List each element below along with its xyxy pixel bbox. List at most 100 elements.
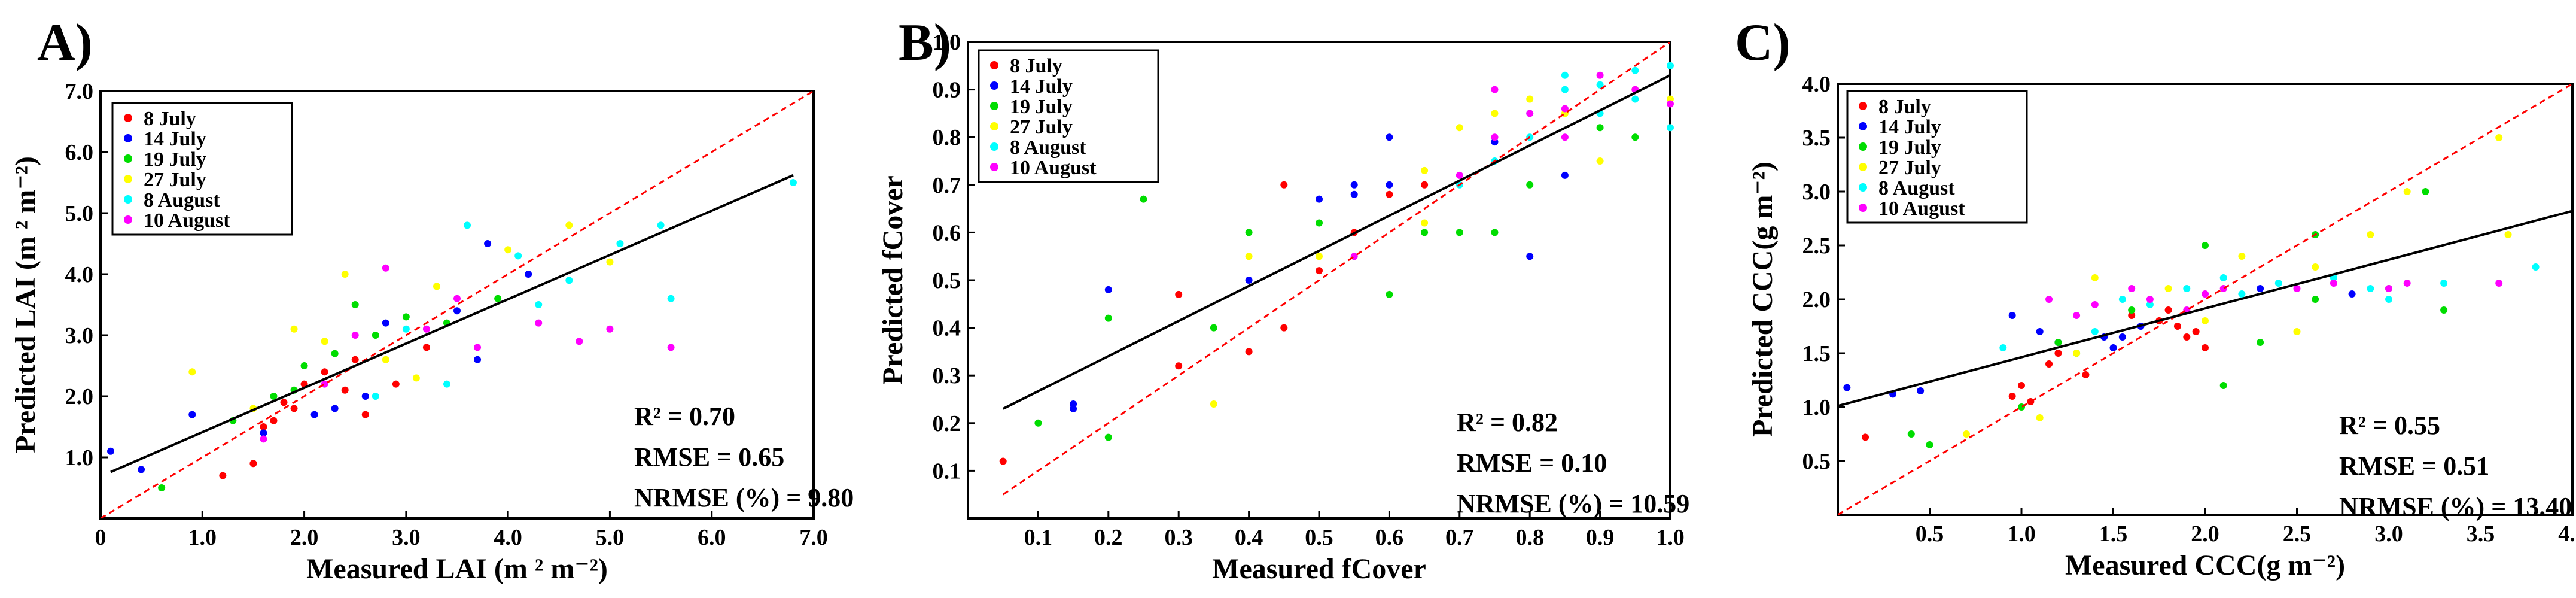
data-point-14-july <box>484 240 492 247</box>
legend-marker <box>990 163 998 171</box>
y-axis-label: Predicted LAI (m ² m⁻²) <box>10 156 41 453</box>
data-point-8-july <box>2018 382 2025 389</box>
data-point-19-july <box>1386 290 1393 298</box>
data-point-19-july <box>1140 195 1147 203</box>
data-point-8-august <box>789 179 797 186</box>
data-point-10-august <box>535 319 543 327</box>
data-point-10-august <box>474 344 482 351</box>
legend-marker <box>1859 142 1867 151</box>
data-point-8-august <box>2091 328 2099 335</box>
data-point-14-july <box>1245 277 1253 284</box>
data-point-27-july <box>1491 110 1499 117</box>
y-tick-label: 3.0 <box>65 323 94 348</box>
data-point-19-july <box>1034 419 1042 427</box>
data-point-27-july <box>1316 253 1323 260</box>
stat-text: NRMSE (%) = 13.40 <box>2339 492 2572 521</box>
legend-entry: 10 August <box>1878 198 1965 220</box>
legend-entry: 8 August <box>1878 177 1955 199</box>
stat-text: NRMSE (%) = 9.80 <box>634 483 854 512</box>
data-point-19-july <box>158 484 166 491</box>
y-tick-label: 1.0 <box>933 30 961 55</box>
data-point-8-august <box>1561 86 1569 93</box>
data-point-8-august <box>667 295 675 302</box>
data-point-14-july <box>1104 286 1112 293</box>
data-point-8-july <box>2045 360 2053 368</box>
data-point-10-august <box>2091 301 2099 308</box>
legend-entry: 8 August <box>1010 136 1086 159</box>
x-tick-label: 1.0 <box>2007 521 2036 547</box>
y-tick-label: 0.5 <box>1802 449 1831 474</box>
data-point-19-july <box>1104 314 1112 322</box>
stat-text: R² = 0.82 <box>1457 408 1558 437</box>
legend-marker <box>124 114 132 122</box>
legend-marker <box>124 215 132 224</box>
data-point-10-august <box>1596 71 1604 79</box>
data-point-14-july <box>361 393 369 400</box>
y-tick-label: 6.0 <box>65 140 94 165</box>
x-tick-label: 0.5 <box>1916 521 1944 547</box>
legend-marker <box>124 195 132 204</box>
data-point-8-july <box>422 344 430 351</box>
x-tick-label: 0.3 <box>1164 525 1193 550</box>
data-point-14-july <box>260 429 267 437</box>
legend-marker <box>990 61 998 69</box>
data-point-8-july <box>392 380 400 388</box>
x-tick-label: 3.0 <box>2374 521 2403 547</box>
stat-text: RMSE = 0.65 <box>634 442 784 472</box>
legend-entry: 27 July <box>1010 116 1073 138</box>
data-point-8-august <box>565 277 573 284</box>
data-point-8-july <box>2183 333 2191 341</box>
data-point-14-july <box>2348 290 2356 298</box>
data-point-19-july <box>2054 339 2062 346</box>
x-tick-label: 3.0 <box>392 525 421 550</box>
data-point-27-july <box>1245 253 1253 260</box>
legend-entry: 14 July <box>144 128 206 150</box>
plot-frame <box>99 90 815 520</box>
data-point-8-july <box>351 356 359 363</box>
data-point-8-august <box>2146 301 2154 308</box>
data-point-10-august <box>453 295 461 302</box>
data-point-19-july <box>270 393 278 400</box>
legend-entry: 14 July <box>1878 116 1941 138</box>
data-point-27-july <box>1596 157 1604 165</box>
legend-marker <box>1859 163 1867 171</box>
data-point-8-august <box>1631 95 1639 103</box>
data-point-8-august <box>2183 285 2191 292</box>
data-point-8-august <box>1667 124 1674 132</box>
x-axis-label: Measured fCover <box>1212 553 1426 585</box>
data-point-8-july <box>219 472 227 479</box>
legend-entry: 27 July <box>144 169 206 191</box>
legend-marker <box>124 154 132 163</box>
data-point-8-july <box>999 457 1007 465</box>
data-point-14-july <box>1561 171 1569 179</box>
y-tick-label: 7.0 <box>65 79 94 104</box>
data-point-8-july <box>1175 290 1183 298</box>
x-tick-label: 0.4 <box>1235 525 1263 550</box>
data-point-10-august <box>667 344 675 351</box>
data-point-8-august <box>2274 280 2282 287</box>
x-tick-label: 3.5 <box>2467 521 2495 547</box>
data-point-14-july <box>1526 253 1534 260</box>
y-tick-label: 2.0 <box>1802 287 1831 312</box>
data-point-8-july <box>321 368 328 376</box>
data-point-8-july <box>361 411 369 418</box>
data-point-19-july <box>2440 306 2448 314</box>
data-point-8-august <box>2385 296 2392 303</box>
data-point-19-july <box>1596 124 1604 132</box>
panel-label-a: A) <box>37 14 93 72</box>
y-tick-label: 1.0 <box>1802 395 1831 420</box>
y-tick-label: 0.5 <box>933 268 961 293</box>
data-point-10-august <box>382 264 389 272</box>
data-point-27-july <box>382 356 389 363</box>
data-point-19-july <box>1316 219 1323 227</box>
data-point-14-july <box>525 271 532 278</box>
data-point-8-august <box>2219 274 2227 281</box>
x-tick-label: 4.0 <box>494 525 522 550</box>
data-point-14-july <box>1316 195 1323 203</box>
y-tick-label: 4.0 <box>65 262 94 287</box>
data-point-10-august <box>1561 105 1569 113</box>
data-point-10-august <box>2385 285 2392 292</box>
y-tick-label: 5.0 <box>65 201 94 226</box>
x-tick-label: 2.5 <box>2283 521 2312 547</box>
data-point-19-july <box>1210 324 1217 332</box>
